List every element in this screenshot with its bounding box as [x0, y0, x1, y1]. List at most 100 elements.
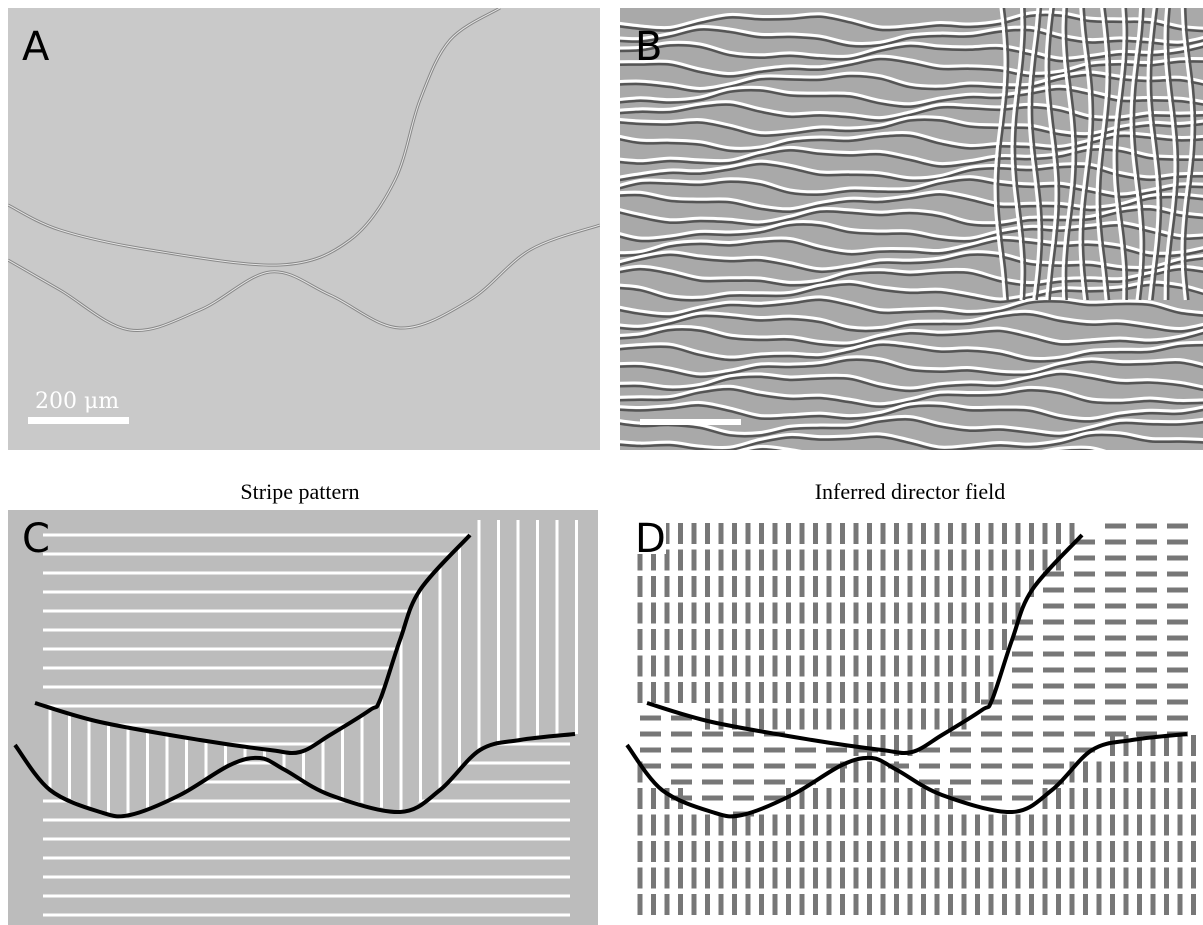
boundary-line — [627, 734, 1187, 816]
director — [989, 868, 994, 889]
director — [705, 550, 710, 571]
director — [981, 796, 1002, 801]
director — [746, 603, 751, 624]
director — [908, 656, 913, 677]
director — [1136, 668, 1157, 673]
director — [746, 815, 751, 836]
director — [665, 682, 670, 703]
director — [746, 550, 751, 571]
director — [1110, 762, 1115, 783]
director — [881, 868, 886, 889]
director — [1137, 841, 1142, 862]
director — [854, 788, 859, 809]
director — [975, 550, 980, 571]
director — [1151, 788, 1156, 809]
director — [732, 603, 737, 624]
panel-title: Inferred director field — [815, 479, 1006, 504]
director — [1124, 868, 1129, 889]
director — [881, 682, 886, 703]
director — [840, 629, 845, 650]
director — [732, 868, 737, 889]
director — [1167, 540, 1188, 545]
director — [981, 716, 1002, 721]
director — [989, 894, 994, 915]
director — [671, 732, 692, 737]
director — [827, 629, 832, 650]
director — [1105, 732, 1126, 737]
director — [1074, 588, 1095, 593]
director — [1029, 550, 1034, 571]
director — [800, 523, 805, 544]
director — [908, 603, 913, 624]
director — [975, 841, 980, 862]
director — [827, 788, 832, 809]
director — [678, 894, 683, 915]
director — [948, 841, 953, 862]
director — [1105, 540, 1126, 545]
director — [1164, 815, 1169, 836]
director — [894, 656, 899, 677]
director — [948, 709, 953, 730]
director — [921, 550, 926, 571]
director — [1191, 894, 1196, 915]
director — [1043, 684, 1064, 689]
director — [665, 629, 670, 650]
director — [1178, 762, 1183, 783]
director — [1164, 868, 1169, 889]
director — [1070, 815, 1075, 836]
director — [759, 868, 764, 889]
director — [1164, 762, 1169, 783]
director — [678, 576, 683, 597]
director — [800, 682, 805, 703]
director — [1083, 815, 1088, 836]
director — [1151, 841, 1156, 862]
director — [719, 709, 724, 730]
director — [1151, 868, 1156, 889]
director — [1002, 603, 1007, 624]
director — [678, 523, 683, 544]
director — [719, 523, 724, 544]
director — [692, 894, 697, 915]
director — [867, 576, 872, 597]
director — [732, 629, 737, 650]
director — [1167, 700, 1188, 705]
director — [1029, 523, 1034, 544]
director — [1167, 668, 1188, 673]
director — [1137, 868, 1142, 889]
director — [705, 815, 710, 836]
director — [948, 894, 953, 915]
director — [881, 815, 886, 836]
director — [1136, 604, 1157, 609]
director — [678, 815, 683, 836]
director — [1105, 652, 1126, 657]
director — [800, 629, 805, 650]
director — [881, 788, 886, 809]
director — [989, 656, 994, 677]
director — [1016, 815, 1021, 836]
director — [854, 815, 859, 836]
director — [948, 682, 953, 703]
director — [665, 841, 670, 862]
director — [854, 576, 859, 597]
director — [1105, 684, 1126, 689]
director — [813, 841, 818, 862]
director — [719, 894, 724, 915]
director — [759, 629, 764, 650]
director — [1056, 815, 1061, 836]
director — [1151, 894, 1156, 915]
director — [948, 550, 953, 571]
director — [1002, 868, 1007, 889]
director — [800, 841, 805, 862]
director — [702, 780, 723, 785]
director — [786, 576, 791, 597]
director — [1016, 550, 1021, 571]
director — [786, 894, 791, 915]
panel-label: A — [22, 24, 50, 70]
director — [827, 523, 832, 544]
director — [894, 682, 899, 703]
director — [651, 841, 656, 862]
director — [948, 815, 953, 836]
director — [881, 523, 886, 544]
director — [881, 656, 886, 677]
director — [678, 629, 683, 650]
